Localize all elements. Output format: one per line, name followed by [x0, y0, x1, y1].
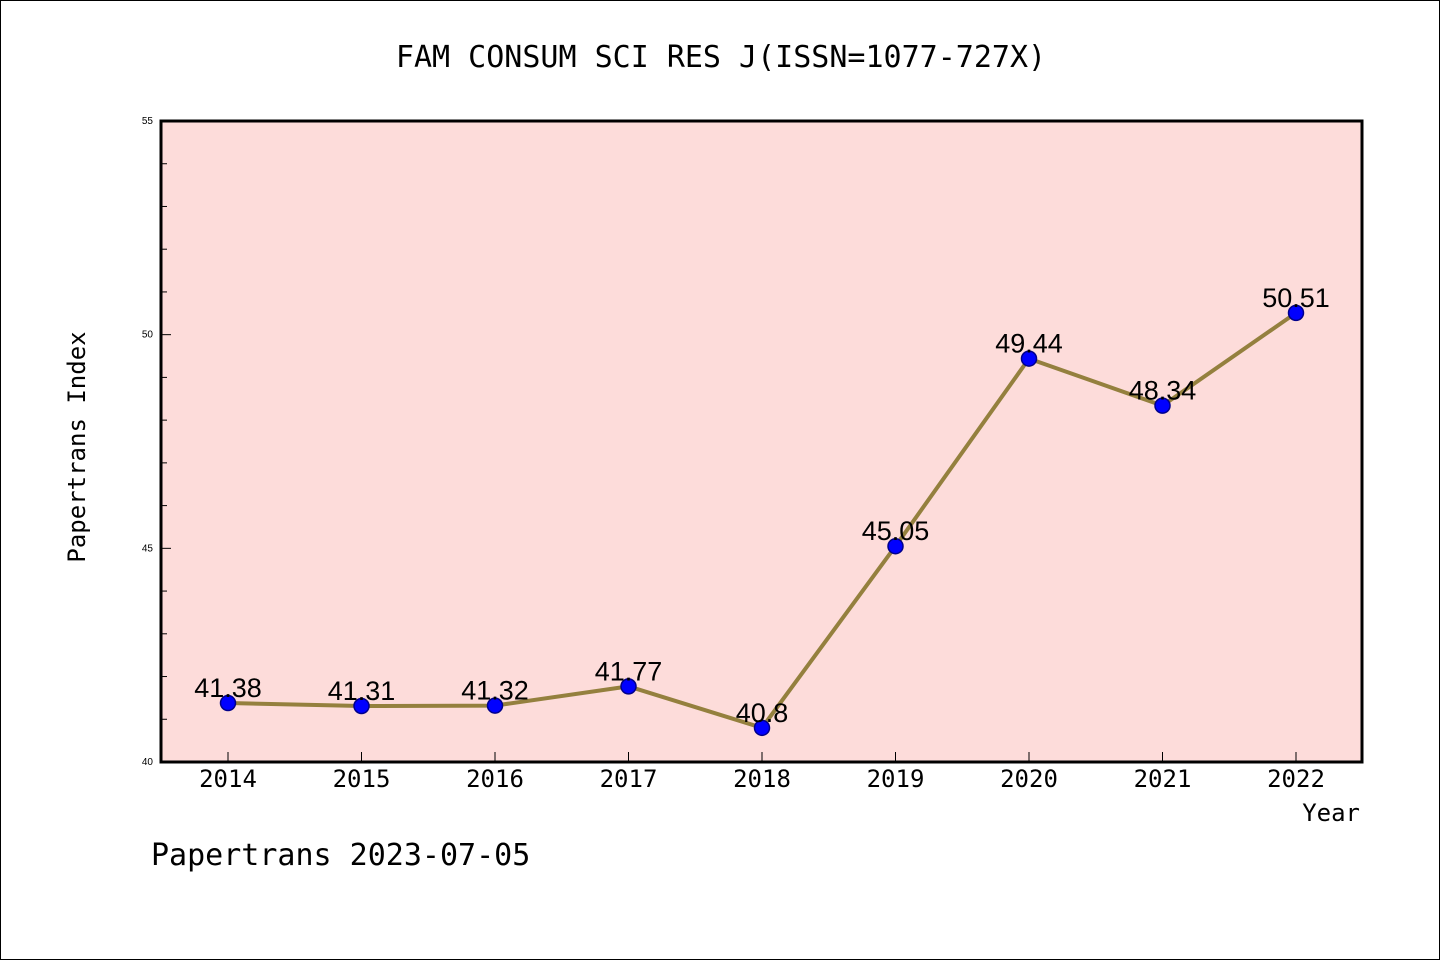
data-point — [353, 697, 370, 715]
x-tick-label: 2019 — [867, 765, 925, 793]
data-point — [753, 719, 771, 737]
data-labels-group: 41.38 41.31 41.32 41.77 40.8 45.05 49.44 48.34 5… — [194, 283, 1330, 728]
data-label: 50.51 — [1262, 283, 1330, 313]
y-tick-label: 45 — [142, 543, 154, 554]
x-tick-label: 2021 — [1134, 765, 1192, 793]
data-label: 49.44 — [995, 329, 1063, 359]
x-tick-label: 2016 — [466, 765, 524, 793]
data-point — [887, 537, 904, 555]
y-axis-label: Papertrans Index — [63, 331, 91, 562]
data-point — [486, 697, 504, 714]
y-tick-label: 55 — [142, 116, 154, 127]
data-label: 41.38 — [194, 673, 262, 703]
data-point — [219, 694, 237, 712]
data-point — [1154, 397, 1171, 414]
data-label: 40.8 — [736, 698, 789, 728]
data-label: 45.05 — [862, 516, 930, 546]
chart-title: FAM CONSUM SCI RES J(ISSN=1077-727X) — [396, 40, 1046, 75]
plot-border — [159, 119, 1364, 764]
y-tick-label: 50 — [142, 330, 154, 341]
x-tick-label: 2018 — [733, 765, 791, 793]
data-label: 41.77 — [595, 656, 663, 686]
x-axis: 2014 2015 2016 2017 2018 2019 2020 2021 2022 — [199, 752, 1325, 793]
data-label: 48.34 — [1129, 376, 1197, 406]
x-axis-label: Year — [1302, 799, 1360, 827]
data-label: 41.32 — [461, 676, 529, 706]
data-point — [1287, 304, 1305, 322]
x-tick-label: 2015 — [333, 765, 391, 793]
y-tick-label: 40 — [142, 757, 154, 768]
footer-text: Papertrans 2023-07-05 — [151, 838, 530, 873]
data-point — [620, 678, 637, 695]
x-tick-label: 2022 — [1267, 765, 1325, 793]
series-markers-group — [219, 304, 1305, 737]
plot-area — [161, 121, 1362, 762]
data-label: 41.31 — [328, 676, 396, 706]
data-point — [1020, 350, 1038, 367]
x-tick-label: 2020 — [1000, 765, 1058, 793]
x-tick-label: 2017 — [600, 765, 658, 793]
x-tick-label: 2014 — [199, 765, 257, 793]
